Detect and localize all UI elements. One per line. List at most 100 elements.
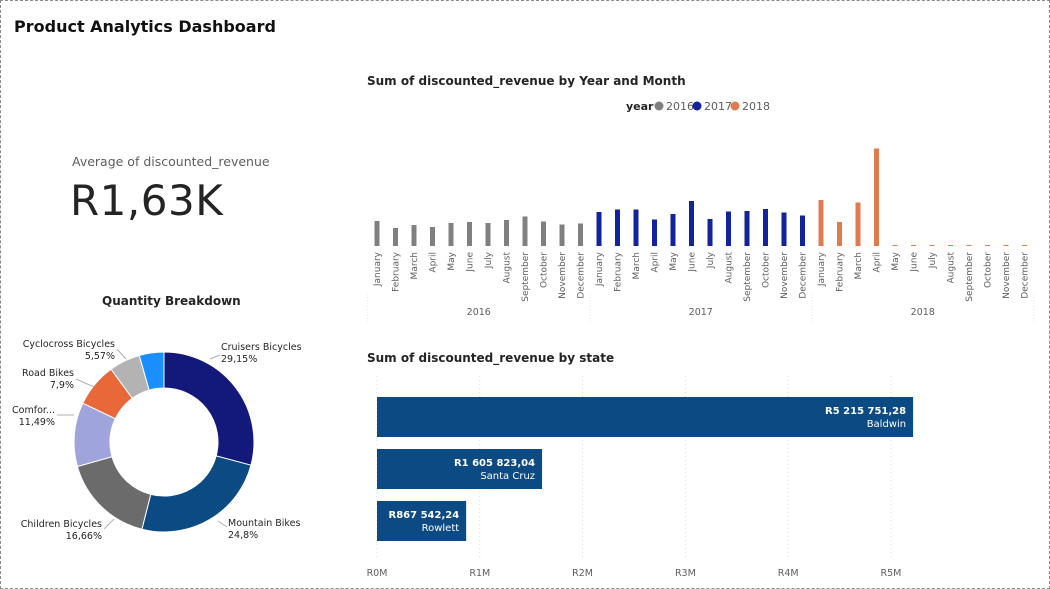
state-bar-label: Santa Cruz	[480, 471, 535, 482]
column-2018-April	[874, 148, 879, 246]
column-2017-November	[781, 212, 787, 246]
column-2018-November	[1003, 245, 1009, 246]
slice-percent: 29,15%	[221, 354, 257, 365]
month-tick-label: June	[688, 252, 698, 273]
month-tick-label: August	[503, 252, 513, 284]
state-revenue-chart[interactable]: R0M R1M R2M R3M R4M R5M R5 215 751,28 Baldwin R1…	[360, 370, 1050, 585]
month-tick-label: September	[965, 252, 975, 302]
month-tick-label: December	[577, 252, 587, 299]
column-2018-February	[837, 222, 842, 246]
column-2016-August	[504, 220, 509, 246]
month-tick-label: January	[595, 251, 605, 287]
year-tick-label-2017: 2017	[689, 307, 713, 318]
month-tick-label: May	[447, 251, 457, 270]
month-tick-label: November	[558, 252, 568, 299]
month-tick-label: October	[762, 252, 772, 288]
column-2018-July	[929, 245, 935, 246]
month-tick-label: July	[706, 251, 716, 269]
column-2017-February	[615, 209, 620, 246]
slice-leader-line	[209, 354, 221, 360]
monthly-revenue-chart[interactable]: year 2016 2017 2018 January February March Apri…	[360, 94, 1050, 334]
month-tick-label: March	[410, 252, 420, 279]
column-2017-April	[652, 219, 657, 246]
month-tick-label: January	[817, 251, 827, 287]
donut-slice-cruisers-bicycles	[163, 351, 255, 466]
slice-percent: 11,49%	[19, 417, 55, 428]
x-tick-label: R3M	[675, 568, 696, 579]
state-bar-value: R1 605 823,04	[454, 458, 535, 469]
year-tick-label-2018: 2018	[911, 307, 935, 318]
state-bar-label: Rowlett	[422, 523, 460, 534]
column-2017-March	[633, 209, 639, 246]
column-2016-July	[485, 223, 491, 246]
column-2016-April	[430, 227, 435, 246]
kpi-label: Average of discounted_revenue	[72, 154, 270, 169]
month-tick-label: September	[743, 252, 753, 302]
legend-marker-2017	[692, 101, 702, 111]
slice-percent: 7,9%	[50, 380, 74, 391]
column-2017-June	[689, 201, 694, 246]
month-tick-label: April	[873, 252, 883, 273]
slice-label: Mountain Bikes	[228, 518, 300, 529]
slice-percent: 5,57%	[85, 351, 115, 362]
slice-label: Cruisers Bicycles	[221, 342, 302, 353]
column-2016-November	[559, 224, 565, 246]
month-tick-label: February	[836, 251, 846, 292]
column-2016-March	[411, 225, 417, 246]
slice-percent: 24,8%	[228, 530, 258, 541]
column-2016-June	[467, 222, 472, 246]
month-tick-label: February	[392, 251, 402, 292]
slice-leader-line	[103, 518, 115, 530]
month-tick-label: May	[891, 251, 901, 270]
x-tick-label: R2M	[572, 568, 593, 579]
slice-label: Comfor...	[12, 405, 55, 416]
kpi-value: R1,63K	[70, 176, 224, 225]
column-2016-January	[374, 221, 380, 246]
column-2016-May	[448, 223, 454, 246]
donut-chart-title: Quantity Breakdown	[102, 294, 241, 308]
month-tick-label: March	[632, 252, 642, 279]
column-2018-May	[892, 245, 898, 246]
month-tick-label: August	[725, 252, 735, 284]
column-2017-January	[596, 212, 602, 246]
month-tick-label: May	[669, 251, 679, 270]
slice-leader-line	[116, 348, 127, 360]
slice-label: Cyclocross Bicycles	[23, 339, 115, 350]
column-2017-December	[800, 215, 805, 246]
state-bar-rowlett	[377, 501, 467, 541]
x-tick-label: R5M	[881, 568, 902, 579]
month-tick-label: April	[429, 252, 439, 273]
month-tick-label: October	[540, 252, 550, 288]
state-chart-title: Sum of discounted_revenue by state	[367, 351, 615, 365]
state-bar-santa-cruz	[377, 449, 543, 489]
state-bar-label: Baldwin	[867, 419, 906, 430]
month-tick-label: June	[466, 252, 476, 273]
column-2018-January	[818, 200, 824, 246]
legend-marker-2018	[730, 101, 740, 111]
legend-title: year	[626, 100, 654, 113]
column-2016-October	[541, 221, 546, 246]
column-2016-December	[578, 223, 583, 246]
legend-marker-2016	[654, 101, 664, 111]
column-2018-October	[985, 245, 990, 246]
page-title: Product Analytics Dashboard	[14, 17, 276, 36]
x-tick-label: R0M	[367, 568, 388, 579]
column-2016-September	[522, 216, 528, 246]
donut-slice-other	[138, 351, 165, 391]
column-2018-June	[911, 245, 916, 246]
month-tick-label: February	[614, 251, 624, 292]
column-2017-September	[744, 211, 750, 246]
column-2018-March	[855, 202, 861, 246]
month-tick-label: November	[1002, 252, 1012, 299]
year-legend: year 2016 2017 2018	[626, 100, 770, 113]
monthly-chart-title: Sum of discounted_revenue by Year and Mo…	[367, 74, 686, 88]
month-tick-label: December	[1021, 252, 1031, 299]
month-tick-label: August	[947, 252, 957, 284]
slice-leader-line	[217, 520, 228, 528]
column-2017-May	[670, 214, 676, 246]
month-tick-label: July	[484, 251, 494, 269]
month-tick-label: January	[373, 251, 383, 287]
column-2018-December	[1022, 245, 1027, 246]
state-bar-value: R5 215 751,28	[825, 406, 906, 417]
